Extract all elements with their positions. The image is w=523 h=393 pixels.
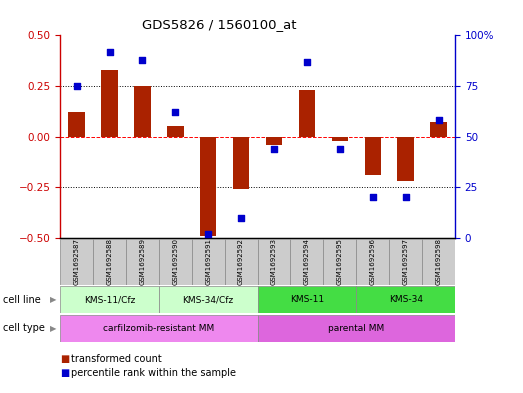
Text: GSM1692587: GSM1692587	[74, 238, 79, 285]
Bar	[159, 286, 257, 313]
Point	[270, 145, 278, 152]
Text: KMS-34/Cfz: KMS-34/Cfz	[183, 296, 234, 304]
Text: GSM1692588: GSM1692588	[107, 238, 112, 285]
Bar	[225, 239, 257, 285]
Text: GSM1692597: GSM1692597	[403, 238, 408, 285]
Text: KMS-11/Cfz: KMS-11/Cfz	[84, 296, 135, 304]
Bar	[93, 239, 126, 285]
Point	[171, 109, 179, 116]
Bar	[167, 127, 184, 136]
Text: GSM1692595: GSM1692595	[337, 238, 343, 285]
Text: GSM1692590: GSM1692590	[172, 238, 178, 285]
Text: parental MM: parental MM	[328, 324, 384, 332]
Text: GDS5826 / 1560100_at: GDS5826 / 1560100_at	[142, 18, 297, 31]
Bar	[101, 70, 118, 136]
Text: cell line: cell line	[3, 295, 40, 305]
Bar	[422, 239, 455, 285]
Bar	[299, 90, 315, 136]
Text: GSM1692593: GSM1692593	[271, 238, 277, 285]
Bar	[159, 239, 192, 285]
Text: GSM1692596: GSM1692596	[370, 238, 376, 285]
Text: carfilzomib-resistant MM: carfilzomib-resistant MM	[103, 324, 214, 332]
Text: percentile rank within the sample: percentile rank within the sample	[71, 368, 235, 378]
Point	[303, 59, 311, 65]
Point	[336, 145, 344, 152]
Bar	[365, 136, 381, 175]
Bar	[126, 239, 159, 285]
Bar	[134, 86, 151, 136]
Point	[369, 194, 377, 200]
Text: ■: ■	[60, 368, 70, 378]
Bar	[397, 136, 414, 181]
Point	[138, 57, 146, 63]
Point	[402, 194, 410, 200]
Point	[237, 214, 245, 220]
Bar	[323, 239, 356, 285]
Bar	[257, 239, 290, 285]
Point	[435, 117, 443, 123]
Text: KMS-34: KMS-34	[389, 296, 423, 304]
Text: ▶: ▶	[50, 296, 56, 304]
Text: GSM1692589: GSM1692589	[140, 238, 145, 285]
Bar	[290, 239, 323, 285]
Bar	[69, 112, 85, 136]
Text: GSM1692598: GSM1692598	[436, 238, 441, 285]
Text: GSM1692592: GSM1692592	[238, 238, 244, 285]
Text: GSM1692594: GSM1692594	[304, 238, 310, 285]
Bar	[266, 136, 282, 145]
Bar	[257, 286, 356, 313]
Text: GSM1692591: GSM1692591	[205, 238, 211, 285]
Bar	[389, 239, 422, 285]
Bar	[60, 239, 93, 285]
Bar	[200, 136, 217, 236]
Text: KMS-11: KMS-11	[290, 296, 324, 304]
Text: ▶: ▶	[50, 324, 56, 332]
Point	[105, 48, 113, 55]
Bar	[60, 315, 257, 342]
Text: transformed count: transformed count	[71, 354, 162, 364]
Text: cell type: cell type	[3, 323, 44, 333]
Bar	[430, 122, 447, 136]
Bar	[356, 286, 455, 313]
Point	[72, 83, 81, 89]
Bar	[192, 239, 225, 285]
Text: ■: ■	[60, 354, 70, 364]
Bar	[233, 136, 249, 189]
Bar	[257, 315, 455, 342]
Bar	[356, 239, 389, 285]
Bar	[332, 136, 348, 141]
Bar	[60, 286, 159, 313]
Point	[204, 231, 212, 237]
